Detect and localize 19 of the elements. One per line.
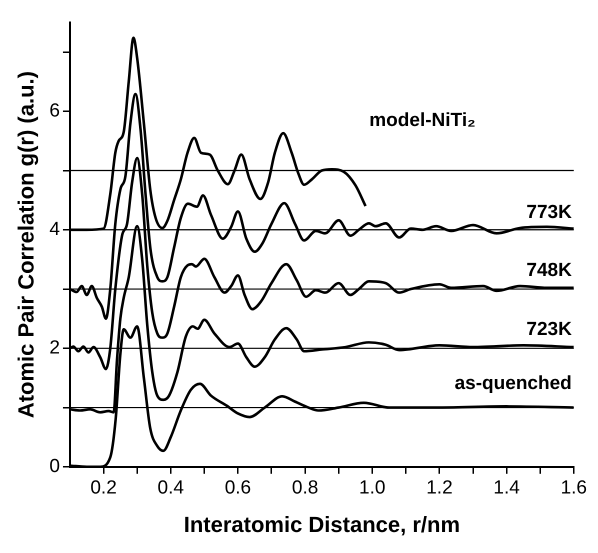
x-tick-label: 1.4 bbox=[493, 477, 520, 498]
y-tick-label: 2 bbox=[49, 338, 60, 359]
series-label: 723K bbox=[526, 319, 572, 340]
x-axis-title: Interatomic Distance, r/nm bbox=[184, 512, 460, 537]
series-label: 748K bbox=[526, 260, 572, 281]
y-tick-label: 4 bbox=[49, 219, 60, 240]
x-tick-label: 1.2 bbox=[426, 477, 453, 498]
series-label: as-quenched bbox=[454, 373, 572, 394]
y-axis-title: Atomic Pair Correlation g(r) (a.u.) bbox=[13, 71, 38, 418]
y-tick-label: 6 bbox=[49, 100, 60, 122]
x-tick-label: 0.6 bbox=[224, 477, 252, 498]
series-label: 773K bbox=[526, 202, 572, 223]
x-tick-label: 0.2 bbox=[90, 477, 117, 498]
x-tick-label: 1.0 bbox=[359, 477, 386, 498]
text: model-NiTi₂ bbox=[369, 110, 476, 131]
x-tick-label: 0.4 bbox=[158, 477, 184, 498]
x-tick-label: 1.6 bbox=[560, 477, 588, 498]
y-tick-label: 0 bbox=[49, 456, 60, 478]
x-tick-label: 0.8 bbox=[292, 477, 318, 498]
